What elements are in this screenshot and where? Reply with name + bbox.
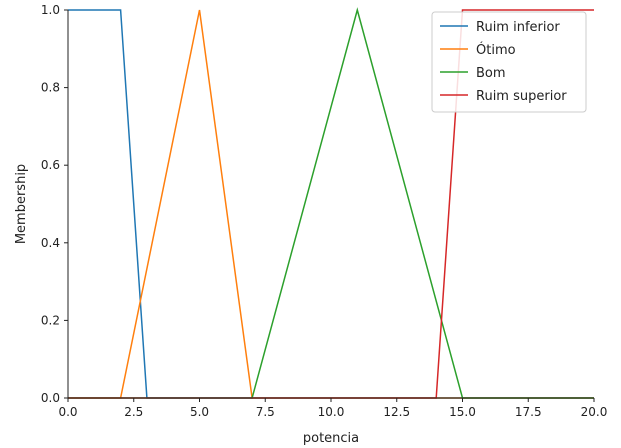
y-tick-label: 0.6 xyxy=(41,158,60,172)
ticks-layer: 0.0 2.5 5.0 7.5 10.0 12.5 15.0 17.5 20.0 0.0 0.2 0.… xyxy=(41,3,607,419)
legend-label: Bom xyxy=(476,66,506,81)
x-tick-label: 20.0 xyxy=(581,405,608,419)
legend-label: Ótimo xyxy=(476,42,516,58)
x-tick-label: 2.5 xyxy=(124,405,143,419)
legend-label: Ruim superior xyxy=(476,89,567,104)
x-axis-label: potencia xyxy=(303,431,359,446)
x-tick-label: 10.0 xyxy=(318,405,345,419)
x-tick-label: 0.0 xyxy=(58,405,77,419)
y-axis-label: Membership xyxy=(14,164,29,244)
y-tick-label: 0.0 xyxy=(41,391,60,405)
y-tick-label: 0.2 xyxy=(41,313,60,327)
y-tick-label: 0.8 xyxy=(41,81,60,95)
x-tick-label: 17.5 xyxy=(515,405,542,419)
x-tick-label: 5.0 xyxy=(190,405,209,419)
legend-box xyxy=(431,11,587,113)
y-tick-label: 1.0 xyxy=(41,3,60,17)
legend: Ruim inferior Ótimo Bom Ruim superior xyxy=(431,11,587,113)
y-tick-label: 0.4 xyxy=(41,236,60,250)
legend-label: Ruim inferior xyxy=(476,20,560,35)
x-tick-label: 7.5 xyxy=(256,405,275,419)
x-tick-label: 15.0 xyxy=(449,405,476,419)
x-tick-label: 12.5 xyxy=(383,405,410,419)
